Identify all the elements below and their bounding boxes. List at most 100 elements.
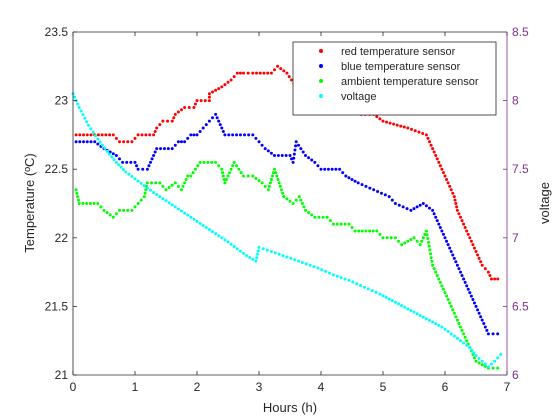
data-point [144,133,148,137]
data-point [211,116,214,120]
data-point [221,171,225,175]
data-point [221,129,225,133]
data-point [395,123,399,127]
data-point [207,95,211,99]
data-point [437,222,441,226]
data-point [85,120,89,124]
data-point [201,126,205,130]
data-point [460,219,464,223]
data-point [448,184,452,188]
data-point [347,176,351,180]
data-point [462,341,466,345]
data-point [231,133,235,137]
data-point [488,274,492,278]
data-point [139,198,143,202]
data-point [201,223,205,227]
data-point [203,99,207,103]
data-point [452,311,456,315]
data-point [441,171,445,175]
data-point [140,133,144,137]
data-point [76,198,80,202]
data-point [490,277,493,281]
data-point [451,308,455,312]
data-point [480,318,484,322]
data-point [246,174,250,178]
data-point [432,212,436,216]
data-point [166,119,170,123]
data-point [480,363,484,367]
data-point [360,183,364,187]
data-point [192,217,196,221]
data-point [87,123,90,127]
x-tick-label: 6 [442,380,449,394]
data-point [74,188,78,192]
data-point [301,150,305,154]
data-point [364,229,368,233]
data-point [293,258,297,262]
data-point [347,222,351,226]
data-point [276,177,280,181]
data-point [141,167,145,171]
data-point [77,105,81,109]
data-point [237,167,241,171]
data-point [459,325,462,329]
legend-label: red temperature sensor [341,46,456,58]
data-point [403,305,407,309]
data-point [273,153,276,157]
data-point [353,229,357,233]
data-point [207,99,211,103]
data-point [184,177,188,181]
data-point [173,143,177,147]
data-point [129,160,133,164]
data-point [161,197,165,201]
data-point [297,195,301,199]
data-point [242,174,245,178]
data-point [420,239,424,243]
data-point [316,164,320,168]
data-point [269,151,273,155]
data-point [158,123,162,127]
data-point [111,152,115,156]
data-point [307,211,311,215]
data-point [89,133,93,137]
data-point [424,317,428,321]
data-point [257,179,261,183]
data-point [460,274,464,278]
data-point [421,132,425,136]
data-point [207,228,211,232]
data-point [406,126,410,130]
data-point [387,195,391,199]
data-point [195,133,199,137]
data-point [421,202,425,205]
data-point [158,181,162,185]
data-point [126,208,130,212]
data-point [339,276,343,280]
data-point [454,315,458,319]
x-tick-label: 1 [132,380,139,394]
data-point [189,174,193,178]
data-point [477,361,481,365]
data-point [459,270,462,274]
data-point [112,158,116,162]
data-point [111,215,115,219]
data-point [133,136,137,140]
data-point [235,164,239,168]
series-3 [71,92,503,369]
data-point [89,127,93,131]
data-point [428,248,432,252]
data-point [468,346,472,350]
data-point [222,177,226,181]
data-point [438,226,442,230]
data-point [321,215,325,219]
data-point [153,150,157,154]
data-point [431,147,435,151]
data-point [417,130,421,134]
data-point [108,133,112,137]
data-point [375,229,379,233]
data-point [339,222,343,226]
data-point [145,181,149,185]
data-point [85,202,89,205]
data-point [202,160,206,164]
